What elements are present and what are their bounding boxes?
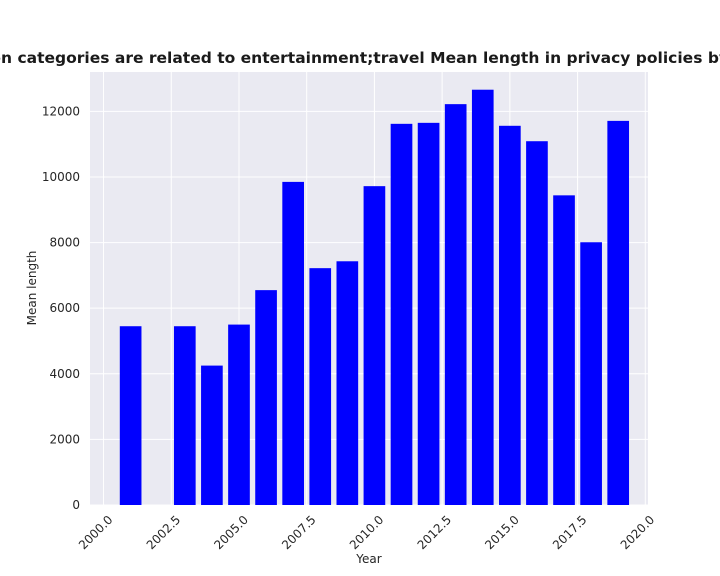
x-tick-label: 2015.0 — [482, 513, 522, 553]
y-tick-label: 4000 — [49, 367, 80, 381]
y-tick-label: 0 — [72, 498, 80, 512]
bar-2013 — [444, 104, 467, 505]
x-axis-label: Year — [355, 552, 381, 566]
bar-2003 — [173, 326, 196, 505]
x-tick-label: 2002.5 — [144, 513, 184, 553]
bar-2017 — [553, 195, 575, 505]
x-tick-labels: 2000.0 2002.5 2005.0 2007.5 2010.0 2012.5 2015… — [76, 513, 657, 553]
y-axis-label: Mean length — [25, 251, 39, 326]
bar-2007 — [282, 181, 304, 506]
bar-2005 — [228, 324, 250, 505]
bar-2004 — [201, 365, 223, 505]
bar-2001 — [119, 326, 142, 505]
x-tick-label: 2007.5 — [279, 513, 319, 553]
y-tick-label: 8000 — [49, 236, 80, 250]
y-tick-label: 12000 — [42, 104, 80, 118]
chart-title: when categories are related to entertain… — [0, 49, 720, 67]
x-tick-label: 2000.0 — [76, 513, 116, 553]
x-tick-label: 2010.0 — [347, 513, 387, 553]
y-tick-labels: 0 2000 4000 6000 8000 10000 12000 — [42, 104, 80, 512]
x-tick-label: 2012.5 — [415, 513, 455, 553]
bar-2008 — [309, 268, 332, 505]
bar-2015 — [499, 125, 521, 505]
bar-2012 — [417, 122, 440, 505]
bar-2016 — [526, 141, 548, 505]
bar-2014 — [471, 89, 494, 506]
bar-2010 — [363, 186, 386, 505]
bar-2006 — [255, 290, 277, 505]
y-tick-label: 10000 — [42, 170, 80, 184]
y-tick-label: 6000 — [49, 301, 80, 315]
x-tick-label: 2005.0 — [211, 513, 251, 553]
bar-2018 — [580, 242, 602, 505]
bars — [119, 89, 630, 506]
bar-2011 — [390, 123, 413, 505]
bar-2019 — [607, 120, 630, 505]
x-tick-label: 2020.0 — [618, 513, 658, 553]
bar-2009 — [336, 261, 359, 505]
y-tick-label: 2000 — [49, 432, 80, 446]
x-tick-label: 2017.5 — [550, 513, 590, 553]
